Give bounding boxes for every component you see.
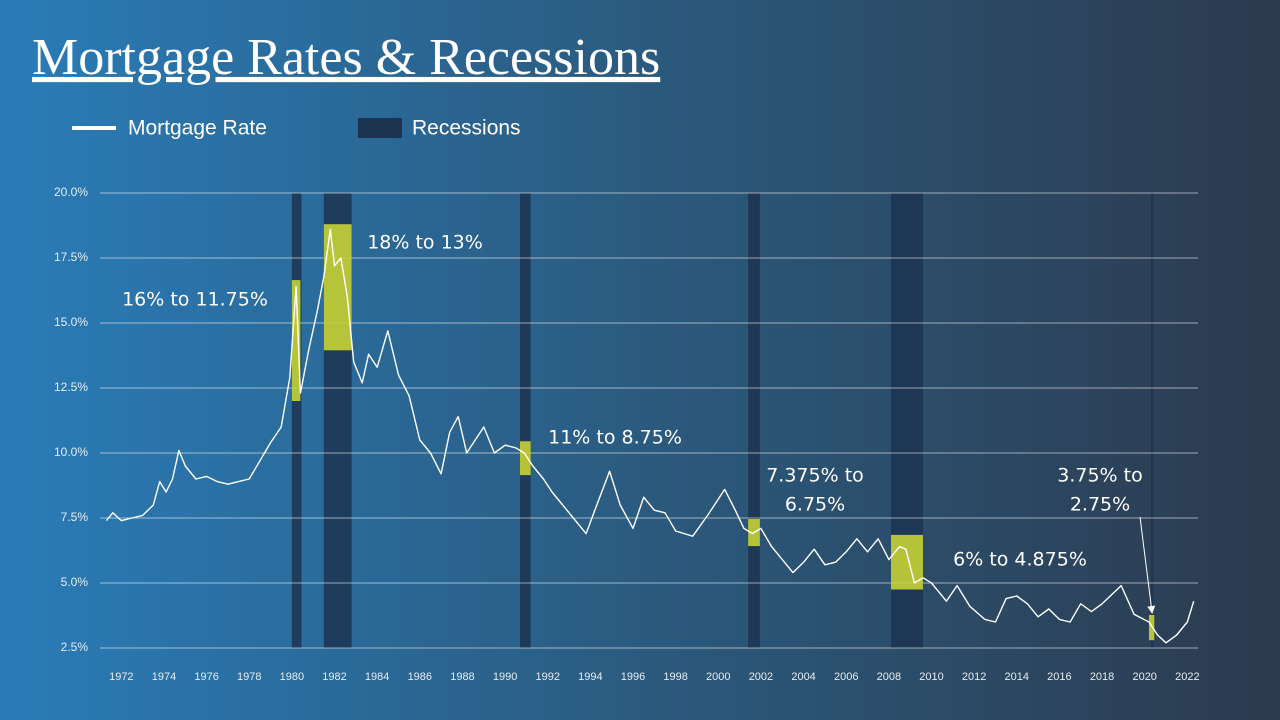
annotation: 7.375% to	[766, 465, 864, 487]
x-tick-label: 1982	[322, 671, 346, 683]
x-tick-label: 2016	[1047, 671, 1071, 683]
x-tick-label: 2022	[1175, 671, 1199, 683]
recession-band	[1151, 193, 1154, 648]
x-tick-label: 1976	[194, 671, 218, 683]
x-tick-label: 2012	[962, 671, 986, 683]
y-tick-label: 2.5%	[61, 640, 89, 654]
rate-line	[105, 228, 1195, 644]
y-tick-label: 7.5%	[61, 510, 89, 524]
legend-label: Mortgage Rate	[128, 117, 267, 140]
x-tick-label: 2018	[1090, 671, 1114, 683]
recession-band	[748, 193, 760, 648]
x-tick-label: 2014	[1005, 671, 1029, 683]
x-tick-label: 1984	[365, 671, 389, 683]
y-tick-label: 10.0%	[54, 445, 88, 459]
x-tick-label: 2008	[877, 671, 901, 683]
x-tick-label: 1972	[109, 671, 133, 683]
x-tick-label: 1994	[578, 671, 602, 683]
y-tick-label: 12.5%	[54, 380, 88, 394]
x-tick-label: 2004	[791, 671, 815, 683]
x-tick-label: 2020	[1132, 671, 1156, 683]
annotation: 3.75% to	[1057, 465, 1142, 487]
x-tick-label: 1978	[237, 671, 261, 683]
x-tick-label: 1986	[408, 671, 432, 683]
annotation: 6% to 4.875%	[953, 549, 1087, 571]
x-tick-label: 1974	[152, 671, 176, 683]
x-tick-label: 1996	[621, 671, 645, 683]
highlight-box	[520, 441, 531, 476]
x-tick-label: 2002	[749, 671, 773, 683]
x-tick-label: 1988	[450, 671, 474, 683]
highlight-box	[1148, 614, 1155, 641]
x-tick-label: 1980	[280, 671, 304, 683]
annotation: 11% to 8.75%	[548, 427, 682, 449]
arrow	[1139, 516, 1156, 614]
chart-title: Mortgage Rates & Recessions	[32, 29, 660, 86]
legend-swatch	[358, 118, 402, 138]
recession-band	[291, 193, 302, 648]
legend-label: Recessions	[412, 117, 521, 140]
x-tick-label: 2006	[834, 671, 858, 683]
annotation: 2.75%	[1070, 494, 1130, 516]
x-tick-label: 1990	[493, 671, 517, 683]
highlight-box	[291, 280, 301, 401]
x-tick-label: 2010	[919, 671, 943, 683]
legend: Mortgage Rate Recessions	[72, 117, 521, 140]
y-tick-label: 17.5%	[54, 250, 88, 264]
annotation: 16% to 11.75%	[122, 289, 268, 311]
x-tick-label: 1998	[663, 671, 687, 683]
annotation: 6.75%	[785, 494, 845, 516]
x-tick-label: 2000	[706, 671, 730, 683]
y-tick-label: 20.0%	[54, 185, 88, 199]
y-tick-label: 15.0%	[54, 315, 88, 329]
recession-band	[520, 193, 531, 648]
annotation: 18% to 13%	[367, 232, 483, 254]
y-tick-label: 5.0%	[61, 575, 89, 589]
x-tick-label: 1992	[535, 671, 559, 683]
